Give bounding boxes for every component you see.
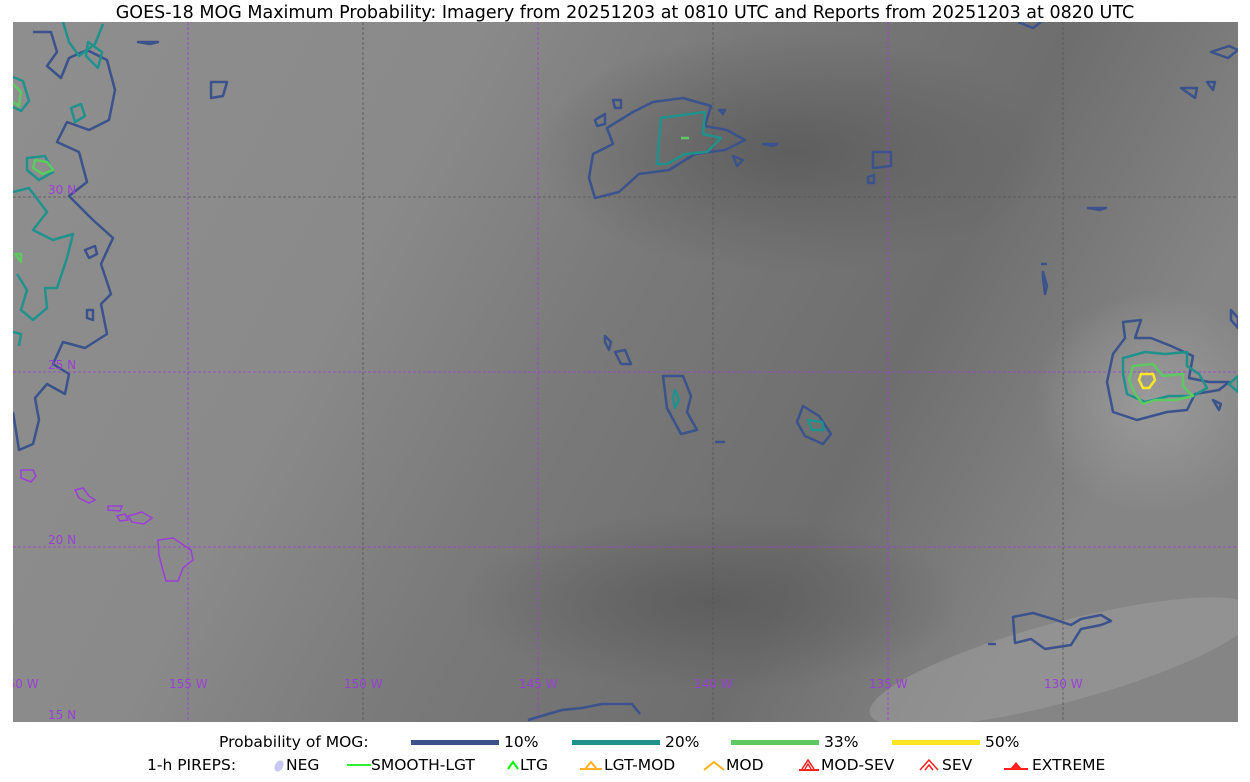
pireps-legend-title: 1-h PIREPS: (147, 756, 237, 774)
legend-item-neg: NEG (272, 756, 319, 774)
probability-legend-title: Probability of MOG: (219, 733, 369, 751)
line-swatch-icon (892, 739, 980, 745)
legend-label: NEG (286, 756, 320, 774)
lon-label: 160 W (13, 677, 39, 691)
caret-icon (703, 760, 725, 771)
legend-item-50: 50% (892, 733, 1019, 751)
legend-label: EXTREME (1032, 756, 1106, 774)
contour-20-percent (13, 22, 1238, 432)
legend-label: SMOOTH-LGT (371, 756, 475, 774)
legend-item-extreme: EXTREME (1003, 756, 1105, 774)
line-swatch-icon (572, 739, 660, 745)
legend-item-mod: MOD (702, 756, 764, 774)
legend-label: 33% (824, 733, 859, 751)
caret-bar-icon (580, 760, 602, 770)
line-swatch-icon (411, 739, 499, 745)
line-icon (347, 764, 371, 766)
legend-label: 20% (665, 733, 700, 751)
gridlines (13, 22, 1238, 722)
neg-icon (274, 760, 284, 772)
legend-label: LTG (520, 756, 548, 774)
caret-icon (507, 760, 519, 770)
contour-33-percent (13, 83, 1195, 406)
lat-label: 25 N (48, 358, 76, 372)
legend-item-lgt-mod: LGT-MOD (578, 756, 675, 774)
lat-label: 30 N (48, 183, 76, 197)
legend-item-mod-sev: MOD-SEV (797, 756, 894, 774)
dry-region (533, 32, 1053, 272)
legend-item-sev: SEV (918, 756, 972, 774)
chart-title: GOES-18 MOG Maximum Probability: Imagery… (115, 3, 1135, 23)
legend-label: 10% (504, 733, 539, 751)
legend-label: SEV (942, 756, 973, 774)
contour-50-percent (1137, 372, 1157, 390)
legend-label: 50% (985, 733, 1020, 751)
lon-label: 145 W (519, 677, 558, 691)
legend-item-10: 10% (411, 733, 538, 751)
legend-label: MOD (726, 756, 764, 774)
lon-label: 140 W (694, 677, 733, 691)
axis-labels: 160 W 155 W 150 W 145 W 140 W 135 W 130 … (13, 183, 1083, 722)
coastlines (20, 469, 194, 582)
double-caret-bar-icon (799, 758, 819, 771)
lon-label: 135 W (869, 677, 908, 691)
double-caret-icon (919, 758, 939, 771)
legend-item-20: 20% (572, 733, 699, 751)
lon-label: 155 W (169, 677, 208, 691)
lat-label: 15 N (48, 708, 76, 722)
filled-triangle-icon (1004, 762, 1028, 770)
legend-label: LGT-MOD (604, 756, 676, 774)
lon-label: 150 W (344, 677, 383, 691)
contour-10-percent (13, 22, 1238, 722)
line-swatch-icon (731, 739, 819, 745)
legend-item-smooth-lgt: SMOOTH-LGT (347, 756, 475, 774)
legend-label: MOD-SEV (821, 756, 895, 774)
cloud-swirl (1033, 292, 1238, 512)
lon-label: 130 W (1044, 677, 1083, 691)
lat-label: 20 N (48, 533, 76, 547)
satellite-map: 160 W 155 W 150 W 145 W 140 W 135 W 130 … (13, 22, 1238, 722)
legend-item-ltg: LTG (506, 756, 548, 774)
legend-item-33: 33% (731, 733, 858, 751)
